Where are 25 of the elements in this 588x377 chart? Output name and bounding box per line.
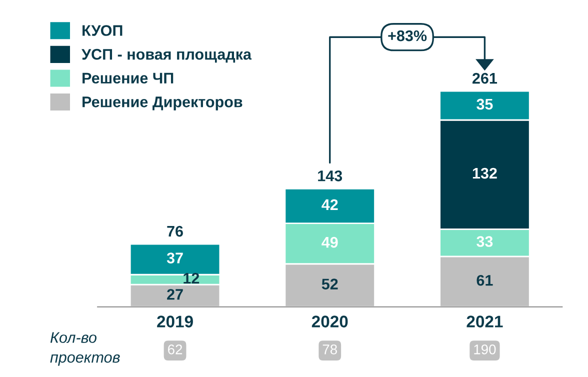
text: 190 — [474, 344, 496, 354]
data-label: 42 — [322, 199, 338, 210]
legend-label: Решение ЧП — [82, 72, 174, 84]
total-label: 261 — [472, 72, 498, 84]
data-label: 49 — [322, 236, 338, 248]
text: Кол-во проектов — [50, 332, 120, 366]
data-label: 27 — [167, 288, 183, 300]
total-label: 143 — [318, 170, 342, 182]
legend-label: Решение Директоров — [82, 96, 242, 110]
text: +83% — [388, 30, 427, 42]
data-label: 52 — [322, 278, 338, 290]
data-label: 12 — [184, 272, 200, 284]
legend-label: КУОП — [82, 25, 122, 36]
x-tick-label: 2020 — [312, 316, 348, 328]
legend-label: УСП - новая площадка — [82, 48, 252, 63]
x-tick-label: 2021 — [466, 316, 503, 328]
text: 62 — [168, 344, 182, 354]
data-label: 61 — [476, 274, 493, 286]
data-label: 132 — [472, 168, 497, 179]
total-label: 76 — [167, 226, 183, 237]
x-tick-label: 2019 — [157, 316, 193, 328]
data-label: 33 — [476, 236, 493, 247]
text: 78 — [322, 344, 337, 354]
data-label: 35 — [476, 98, 493, 110]
data-label: 37 — [166, 252, 183, 264]
